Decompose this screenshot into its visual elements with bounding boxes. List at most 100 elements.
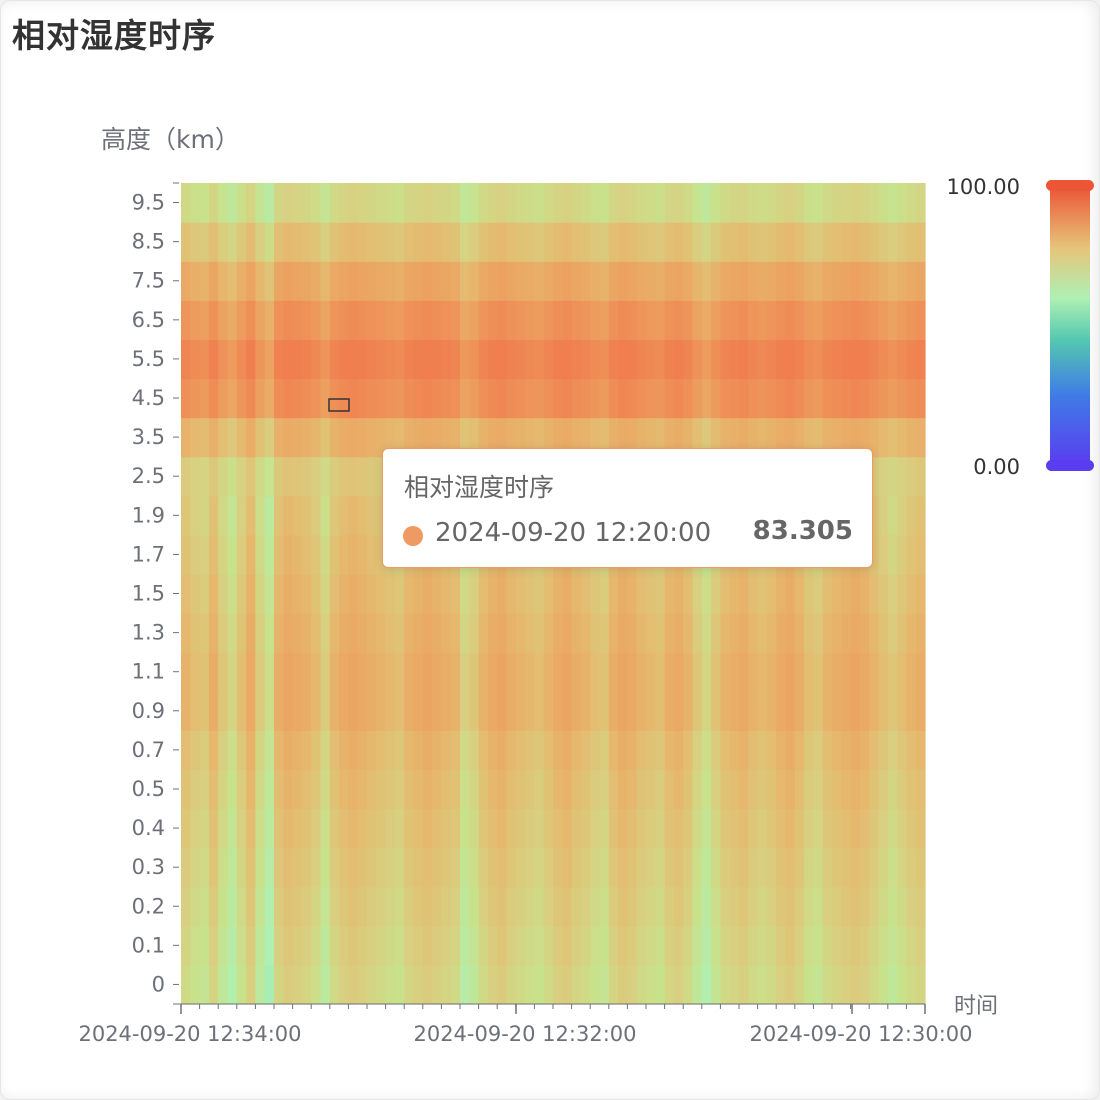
heatmap-cell[interactable]: [208, 847, 219, 888]
heatmap-cell[interactable]: [311, 495, 322, 536]
heatmap-cell[interactable]: [683, 808, 694, 849]
heatmap-cell[interactable]: [785, 886, 796, 927]
heatmap-cell[interactable]: [413, 300, 424, 340]
heatmap-cell[interactable]: [729, 808, 740, 849]
heatmap-cell[interactable]: [311, 886, 322, 927]
heatmap-cell[interactable]: [339, 613, 349, 653]
heatmap-cell[interactable]: [636, 652, 647, 692]
heatmap-cell[interactable]: [208, 534, 219, 575]
heatmap-cell[interactable]: [320, 847, 331, 888]
heatmap-cell[interactable]: [618, 652, 628, 692]
heatmap-cell[interactable]: [580, 300, 591, 340]
heatmap-cell[interactable]: [255, 573, 266, 614]
heatmap-cell[interactable]: [246, 300, 256, 340]
heatmap-cell[interactable]: [748, 847, 759, 888]
heatmap-cell[interactable]: [264, 300, 275, 340]
heatmap-cell[interactable]: [404, 339, 415, 380]
heatmap-cell[interactable]: [487, 652, 498, 692]
heatmap-cell[interactable]: [636, 573, 647, 614]
heatmap-cell[interactable]: [543, 300, 554, 340]
heatmap-cell[interactable]: [329, 769, 340, 810]
heatmap-cell[interactable]: [274, 339, 284, 380]
heatmap-cell[interactable]: [748, 652, 759, 692]
heatmap-cell[interactable]: [655, 886, 666, 927]
heatmap-cell[interactable]: [385, 183, 396, 223]
heatmap-cell[interactable]: [618, 925, 628, 966]
heatmap-cell[interactable]: [478, 652, 489, 692]
heatmap-cell[interactable]: [813, 964, 824, 1005]
heatmap-cell[interactable]: [841, 886, 852, 927]
heatmap-cell[interactable]: [422, 691, 433, 731]
heatmap-cell[interactable]: [413, 222, 424, 262]
heatmap-cell[interactable]: [367, 730, 377, 771]
heatmap-cell[interactable]: [292, 925, 303, 966]
heatmap-cell[interactable]: [394, 769, 405, 810]
heatmap-cell[interactable]: [580, 808, 591, 849]
heatmap-cell[interactable]: [841, 613, 852, 653]
heatmap-cell[interactable]: [683, 847, 694, 888]
heatmap-cell[interactable]: [590, 925, 601, 966]
heatmap-cell[interactable]: [534, 769, 545, 810]
heatmap-cell[interactable]: [739, 417, 749, 458]
heatmap-cell[interactable]: [385, 730, 396, 771]
heatmap-cell[interactable]: [320, 652, 331, 692]
heatmap-cell[interactable]: [422, 964, 433, 1005]
heatmap-cell[interactable]: [264, 769, 275, 810]
heatmap-cell[interactable]: [376, 886, 387, 927]
heatmap-cell[interactable]: [534, 222, 545, 262]
heatmap-cell[interactable]: [813, 847, 824, 888]
heatmap-cell[interactable]: [199, 339, 210, 380]
visual-map[interactable]: 100.000.00: [947, 175, 1094, 479]
heatmap-cell[interactable]: [720, 886, 731, 927]
heatmap-cell[interactable]: [785, 847, 796, 888]
heatmap-cell[interactable]: [562, 339, 573, 380]
heatmap-cell[interactable]: [618, 964, 628, 1005]
heatmap-cell[interactable]: [692, 378, 703, 419]
heatmap-cell[interactable]: [822, 261, 833, 301]
heatmap-cell[interactable]: [394, 339, 405, 380]
heatmap-cell[interactable]: [292, 495, 303, 536]
heatmap-cell[interactable]: [236, 495, 247, 536]
heatmap-cell[interactable]: [766, 925, 777, 966]
heatmap-cell[interactable]: [181, 495, 191, 536]
heatmap-cell[interactable]: [246, 261, 256, 301]
heatmap-cell[interactable]: [813, 339, 824, 380]
heatmap-cell[interactable]: [562, 847, 573, 888]
heatmap-cell[interactable]: [701, 573, 712, 614]
heatmap-cell[interactable]: [339, 261, 349, 301]
heatmap-cell[interactable]: [608, 808, 619, 849]
heatmap-cell[interactable]: [878, 534, 889, 575]
heatmap-cell[interactable]: [441, 808, 452, 849]
heatmap-cell[interactable]: [478, 964, 489, 1005]
heatmap-cell[interactable]: [199, 261, 210, 301]
heatmap-cell[interactable]: [869, 183, 880, 223]
heatmap-cell[interactable]: [534, 847, 545, 888]
heatmap-cell[interactable]: [218, 534, 229, 575]
heatmap-cell[interactable]: [460, 417, 470, 458]
heatmap-cell[interactable]: [478, 925, 489, 966]
heatmap-cell[interactable]: [850, 730, 861, 771]
heatmap-cell[interactable]: [432, 378, 442, 419]
heatmap-cell[interactable]: [506, 886, 517, 927]
heatmap-cell[interactable]: [850, 339, 861, 380]
heatmap-cell[interactable]: [255, 495, 266, 536]
heatmap-cell[interactable]: [264, 652, 275, 692]
heatmap-cell[interactable]: [748, 691, 759, 731]
heatmap-cell[interactable]: [590, 652, 601, 692]
heatmap-cell[interactable]: [246, 339, 256, 380]
heatmap-cell[interactable]: [766, 300, 777, 340]
heatmap-cell[interactable]: [246, 925, 256, 966]
heatmap-cell[interactable]: [627, 925, 638, 966]
heatmap-cell[interactable]: [478, 573, 489, 614]
heatmap-cell[interactable]: [664, 769, 675, 810]
heatmap-cell[interactable]: [469, 847, 480, 888]
heatmap-cell[interactable]: [571, 183, 582, 223]
heatmap-cell[interactable]: [246, 573, 256, 614]
heatmap-cell[interactable]: [692, 613, 703, 653]
heatmap-cell[interactable]: [478, 222, 489, 262]
heatmap-cell[interactable]: [869, 886, 880, 927]
heatmap-cell[interactable]: [720, 573, 731, 614]
heatmap-cell[interactable]: [646, 847, 656, 888]
heatmap-cell[interactable]: [655, 183, 666, 223]
heatmap-cell[interactable]: [357, 495, 368, 536]
